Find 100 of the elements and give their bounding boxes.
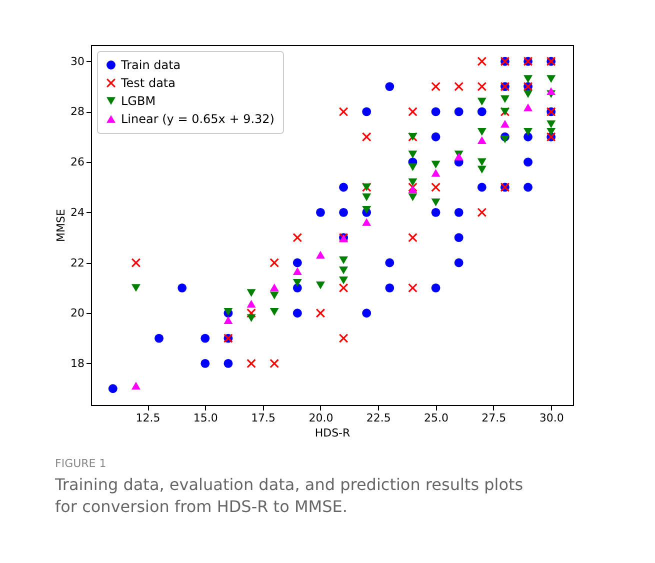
point bbox=[546, 120, 556, 128]
legend-label: Test data bbox=[120, 76, 176, 90]
point bbox=[339, 182, 348, 192]
point bbox=[362, 132, 372, 142]
y-tick-label: 20 bbox=[70, 306, 84, 320]
point bbox=[339, 208, 348, 217]
point bbox=[362, 218, 372, 226]
point bbox=[477, 136, 486, 144]
point bbox=[246, 314, 256, 322]
point bbox=[270, 258, 279, 268]
point bbox=[270, 358, 279, 368]
point bbox=[454, 258, 464, 268]
point bbox=[524, 104, 532, 112]
point bbox=[339, 283, 348, 292]
point bbox=[477, 208, 486, 217]
point bbox=[431, 107, 440, 116]
point bbox=[524, 75, 532, 83]
point bbox=[385, 82, 394, 91]
point bbox=[178, 283, 187, 292]
point bbox=[408, 185, 418, 194]
point bbox=[339, 266, 348, 274]
point bbox=[408, 233, 418, 242]
x-axis-title: HDS-R bbox=[314, 426, 351, 440]
point bbox=[385, 258, 394, 268]
point bbox=[431, 198, 440, 206]
point bbox=[362, 206, 372, 214]
x-tick-label: 12.5 bbox=[136, 412, 160, 424]
point bbox=[292, 233, 302, 242]
point bbox=[431, 208, 440, 217]
point bbox=[477, 82, 486, 92]
caption: FIGURE 1 bbox=[55, 457, 106, 470]
point bbox=[200, 334, 210, 343]
point bbox=[477, 56, 486, 66]
point bbox=[408, 163, 418, 171]
point bbox=[546, 128, 556, 136]
point bbox=[546, 75, 556, 83]
point bbox=[500, 120, 510, 128]
point bbox=[524, 158, 532, 167]
point bbox=[292, 308, 302, 318]
point bbox=[385, 283, 394, 292]
y-tick-label: 24 bbox=[70, 206, 84, 219]
point bbox=[431, 169, 440, 177]
legend-label: Linear (y = 0.65x + 9.32) bbox=[121, 112, 274, 126]
point bbox=[154, 334, 164, 343]
point bbox=[108, 384, 118, 394]
point bbox=[132, 258, 140, 268]
point bbox=[316, 282, 325, 290]
point bbox=[431, 82, 440, 92]
point bbox=[316, 308, 325, 318]
point bbox=[477, 107, 486, 116]
point bbox=[316, 208, 325, 217]
point bbox=[362, 193, 372, 202]
legend-label: LGBM bbox=[121, 94, 156, 108]
point bbox=[524, 128, 532, 136]
y-tick-label: 28 bbox=[70, 105, 84, 118]
point bbox=[292, 258, 302, 268]
point bbox=[477, 166, 486, 174]
point bbox=[500, 136, 510, 144]
point bbox=[339, 107, 348, 116]
point bbox=[339, 276, 348, 284]
point bbox=[339, 256, 348, 264]
point bbox=[431, 182, 440, 192]
point bbox=[454, 208, 464, 217]
point bbox=[431, 160, 440, 168]
point bbox=[316, 250, 325, 259]
point bbox=[408, 193, 418, 202]
point bbox=[408, 107, 418, 116]
x-tick-label: 17.5 bbox=[251, 412, 276, 424]
point bbox=[270, 292, 279, 300]
point bbox=[224, 316, 233, 324]
y-tick-label: 18 bbox=[70, 356, 84, 370]
point bbox=[524, 182, 532, 192]
x-tick-label: 20.0 bbox=[308, 412, 334, 424]
point bbox=[477, 158, 486, 166]
point bbox=[454, 107, 464, 116]
legend-label: Train data bbox=[120, 58, 181, 72]
x-tick-label: 30.0 bbox=[539, 412, 564, 424]
point bbox=[500, 95, 510, 103]
y-tick-label: 22 bbox=[70, 256, 84, 270]
point bbox=[362, 308, 372, 318]
point bbox=[546, 87, 556, 95]
y-axis-title: MMSE bbox=[54, 208, 68, 242]
point bbox=[477, 98, 486, 106]
point bbox=[132, 284, 140, 292]
point bbox=[408, 178, 418, 186]
point bbox=[246, 300, 256, 308]
point bbox=[200, 359, 210, 368]
x-tick-label: 22.5 bbox=[366, 412, 391, 424]
point bbox=[408, 150, 418, 158]
x-tick-label: 15.0 bbox=[193, 412, 218, 424]
point bbox=[477, 182, 486, 192]
point bbox=[454, 233, 464, 242]
point bbox=[431, 283, 440, 292]
x-tick-label: 27.5 bbox=[482, 412, 506, 424]
point bbox=[224, 359, 233, 368]
y-tick-label: 26 bbox=[70, 156, 84, 169]
x-tick-label: 25.0 bbox=[424, 412, 449, 424]
point bbox=[524, 90, 532, 98]
text: Training data, evaluation data, and prediction results plots for conversion from HDS-R to MMSE. bbox=[54, 475, 524, 516]
point bbox=[270, 308, 279, 316]
